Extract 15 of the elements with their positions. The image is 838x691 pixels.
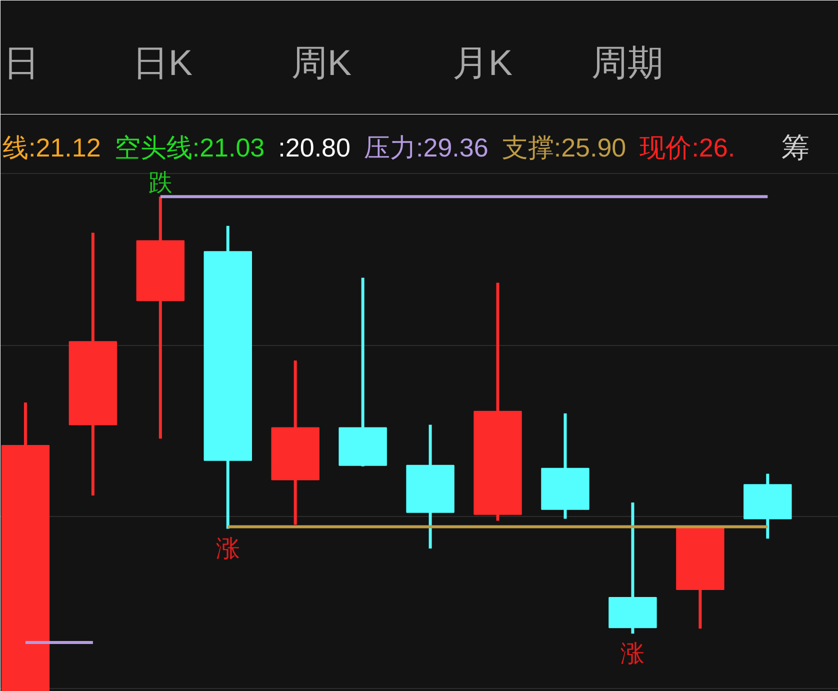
legend-label: 现价:26.	[640, 132, 736, 162]
text: 周K	[291, 42, 352, 83]
annotation: 涨	[216, 536, 240, 563]
annotation: 跌	[148, 170, 172, 197]
legend-label: 线:21.12	[2, 132, 101, 162]
legend-label: :20.80	[278, 132, 350, 162]
text: 支撑:25.90	[502, 132, 626, 162]
text: 日	[4, 42, 40, 83]
annotation: 涨	[620, 640, 645, 668]
legend-label: 空头线:21.03	[114, 132, 265, 162]
text: 周期	[592, 42, 664, 83]
text: 筹	[782, 132, 810, 163]
text: 日K	[132, 42, 193, 83]
text: 月K	[452, 42, 513, 83]
series-label: 压力:29.36	[364, 132, 488, 162]
